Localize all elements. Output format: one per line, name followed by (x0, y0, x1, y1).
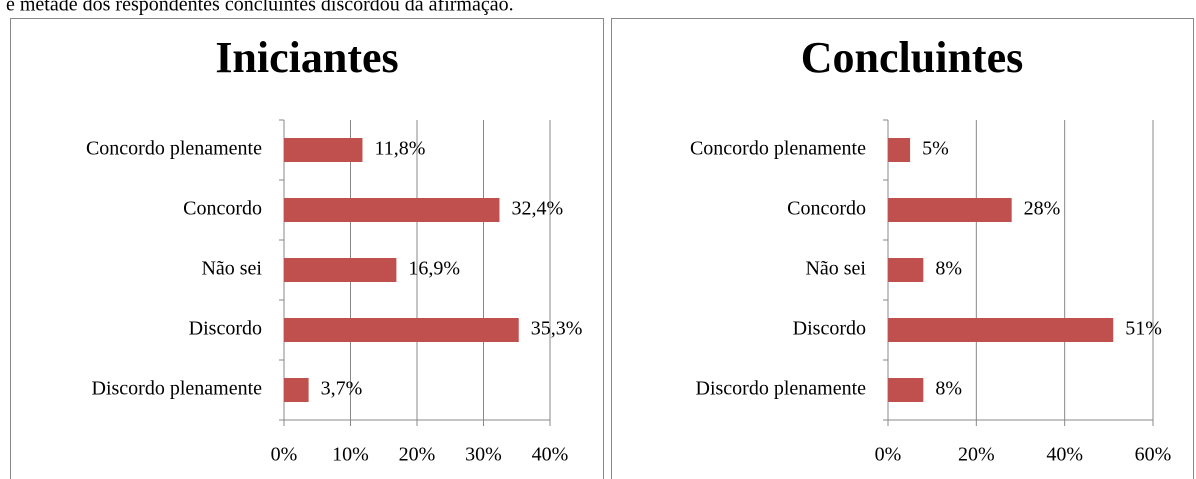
data-label: 35,3% (531, 318, 583, 340)
chart-title: Concluintes (801, 33, 1023, 82)
bar (888, 318, 1114, 342)
bar (888, 198, 1012, 222)
chart-frame (10, 18, 604, 479)
x-tick-label: 0% (271, 444, 298, 466)
y-tick-label: Não sei (805, 258, 866, 280)
body-text: e metade dos respondentes concluintes di… (6, 0, 514, 16)
chart-title: Iniciantes (215, 33, 398, 82)
x-tick-label: 10% (332, 444, 369, 466)
x-tick-label: 40% (1046, 444, 1083, 466)
x-tick-label: 20% (958, 444, 995, 466)
y-tick-label: Concordo (787, 198, 866, 220)
bar (888, 378, 924, 402)
y-tick-label: Discordo plenamente (92, 378, 263, 400)
x-tick-label: 0% (875, 444, 902, 466)
data-label: 8% (935, 378, 962, 400)
y-tick-label: Concordo plenamente (86, 138, 262, 160)
bar (284, 138, 363, 162)
data-label: 8% (935, 258, 962, 280)
data-label: 5% (922, 138, 949, 160)
y-tick-label: Discordo (189, 318, 262, 340)
x-tick-label: 40% (532, 444, 569, 466)
y-tick-label: Não sei (201, 258, 262, 280)
data-label: 28% (1024, 198, 1061, 220)
bar (888, 258, 924, 282)
bar (888, 138, 911, 162)
bar (284, 318, 519, 342)
y-tick-label: Concordo plenamente (690, 138, 866, 160)
data-label: 51% (1125, 318, 1162, 340)
chart-frame (611, 18, 1194, 479)
bar (284, 258, 397, 282)
data-label: 32,4% (511, 198, 563, 220)
bar (284, 378, 309, 402)
bar (284, 198, 500, 222)
x-tick-label: 30% (465, 444, 502, 466)
y-tick-label: Concordo (183, 198, 262, 220)
x-tick-label: 60% (1135, 444, 1172, 466)
data-label: 11,8% (374, 138, 425, 160)
data-label: 3,7% (321, 378, 363, 400)
data-label: 16,9% (408, 258, 460, 280)
y-tick-label: Discordo (793, 318, 866, 340)
y-tick-label: Discordo plenamente (696, 378, 867, 400)
x-tick-label: 20% (399, 444, 436, 466)
